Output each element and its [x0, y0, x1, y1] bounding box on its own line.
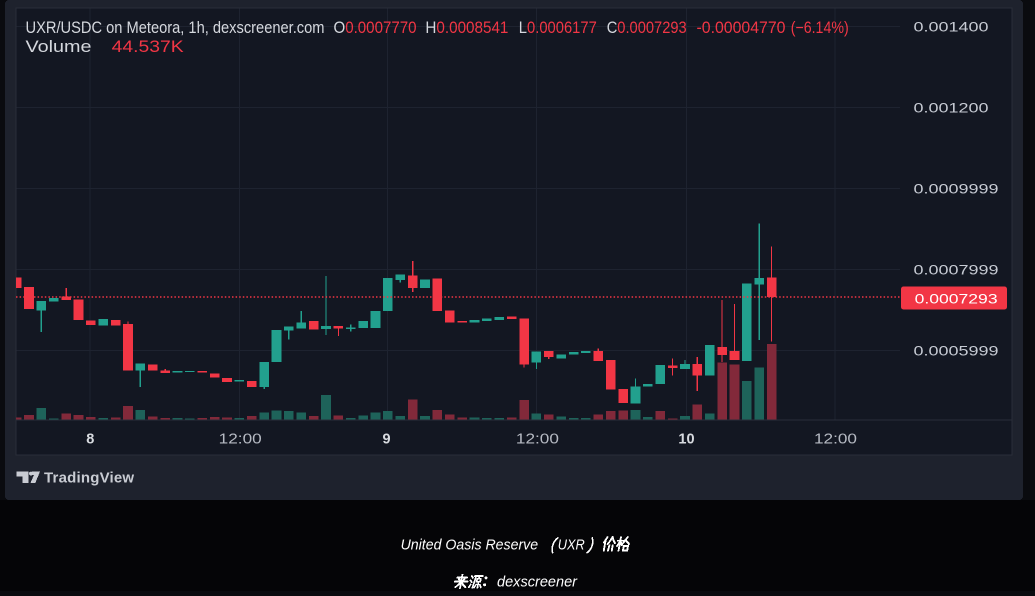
svg-text:12:00: 12:00: [219, 432, 262, 448]
svg-text:44.537K: 44.537K: [112, 38, 184, 56]
svg-text:C0.0007293: C0.0007293: [607, 19, 687, 37]
svg-text:TradingView: TradingView: [44, 470, 134, 487]
svg-text:UXR: UXR: [558, 538, 585, 554]
svg-text:0.001400: 0.001400: [914, 18, 989, 34]
svg-text:9: 9: [383, 432, 391, 448]
svg-text:0.0007293: 0.0007293: [915, 290, 998, 306]
svg-text:UXR/USDC on Meteora, 1h, dexsc: UXR/USDC on Meteora, 1h, dexscreener.com: [26, 19, 325, 37]
svg-text:O0.0007770: O0.0007770: [334, 19, 417, 37]
svg-text:12:00: 12:00: [814, 432, 857, 448]
svg-text:0.001200: 0.001200: [914, 99, 989, 115]
svg-text:Volume: Volume: [26, 38, 92, 56]
svg-text:12:00: 12:00: [516, 432, 559, 448]
svg-text:(−6.14%): (−6.14%): [791, 19, 849, 37]
svg-text:L0.0006177: L0.0006177: [519, 19, 597, 37]
svg-text:-0.00004770: -0.00004770: [697, 19, 786, 37]
svg-text:United Oasis Reserve: United Oasis Reserve: [401, 538, 538, 554]
svg-text:0.0007999: 0.0007999: [914, 261, 999, 277]
svg-text:10: 10: [678, 432, 694, 448]
svg-text:H0.0008541: H0.0008541: [425, 19, 508, 37]
svg-text:dexscreener: dexscreener: [497, 574, 578, 590]
svg-text:0.0009999: 0.0009999: [914, 180, 999, 196]
svg-text:8: 8: [86, 432, 94, 448]
svg-text:0.0005999: 0.0005999: [914, 342, 999, 358]
